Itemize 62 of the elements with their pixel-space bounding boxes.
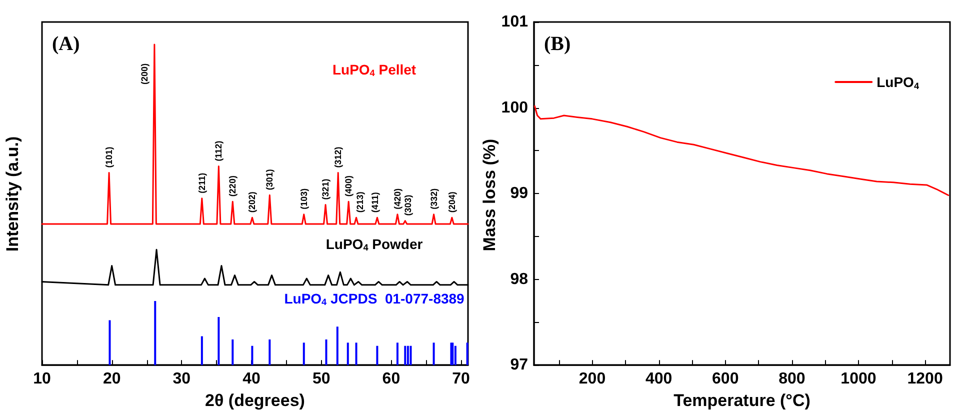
annotation: (312): [333, 146, 344, 168]
bar: [218, 317, 220, 366]
annotation: (202): [247, 192, 258, 213]
annotation: (204): [446, 192, 457, 213]
bar: [376, 346, 378, 366]
bar: [302, 342, 305, 366]
x-tick-label: 20: [102, 370, 121, 388]
annotation: (213): [354, 192, 365, 213]
bar: [346, 342, 349, 366]
annotation: (112): [214, 140, 224, 162]
x-tick-label: 800: [778, 370, 806, 388]
x-tick-label: 60: [382, 370, 400, 388]
bar: [466, 342, 468, 366]
line-series: [534, 105, 950, 196]
x-axis-title: Temperature (°C): [674, 391, 810, 410]
x-axis-title: 2θ (degrees): [205, 391, 305, 410]
y-tick-label: 99: [510, 185, 528, 202]
annotation: (200): [139, 63, 150, 84]
bar: [108, 320, 111, 366]
x-tick-label: 70: [452, 370, 470, 388]
x-tick-label: 1200: [907, 370, 943, 388]
bar: [251, 346, 254, 366]
x-tick-label: 200: [578, 370, 606, 388]
annotation: (321): [320, 178, 331, 200]
x-tick-label: 10: [33, 370, 51, 388]
bar: [325, 339, 328, 366]
annotation: (303): [402, 194, 413, 216]
bar: [355, 342, 358, 366]
y-tick-label: 98: [510, 270, 528, 288]
x-tick-label: 30: [172, 370, 191, 388]
bar: [154, 300, 156, 366]
bar: [336, 326, 338, 366]
bar: [432, 342, 435, 366]
annotation: (301): [264, 169, 275, 190]
annotation: (B): [544, 33, 571, 55]
bar: [404, 346, 406, 366]
annotation: (211): [196, 172, 207, 194]
bar: [410, 346, 412, 366]
bar: [200, 336, 203, 366]
bar: [454, 346, 456, 366]
y-tick-label: 97: [510, 356, 528, 374]
y-axis-title: Mass loss (%): [480, 138, 499, 252]
y-tick-label: 101: [501, 14, 528, 30]
x-tick-label: 40: [242, 370, 261, 388]
annotation: (411): [370, 192, 380, 213]
x-tick-label: 1000: [840, 370, 876, 388]
annotation: (400): [344, 176, 354, 197]
bar: [232, 339, 234, 366]
annotation: (103): [298, 188, 309, 210]
x-tick-label: 400: [645, 370, 672, 388]
y-tick-label: 100: [501, 99, 528, 116]
annotation: (220): [228, 176, 238, 197]
bar: [406, 346, 409, 366]
bar: [396, 342, 398, 366]
x-tick-label: 50: [312, 370, 330, 388]
annotation: (420): [392, 188, 402, 210]
y-axis-title: Intensity (a.u.): [3, 136, 22, 252]
annotation: (101): [104, 146, 114, 168]
annotation: (A): [52, 33, 80, 55]
x-tick-label: 600: [712, 370, 739, 388]
bar: [268, 339, 271, 366]
annotation: (332): [428, 188, 439, 210]
